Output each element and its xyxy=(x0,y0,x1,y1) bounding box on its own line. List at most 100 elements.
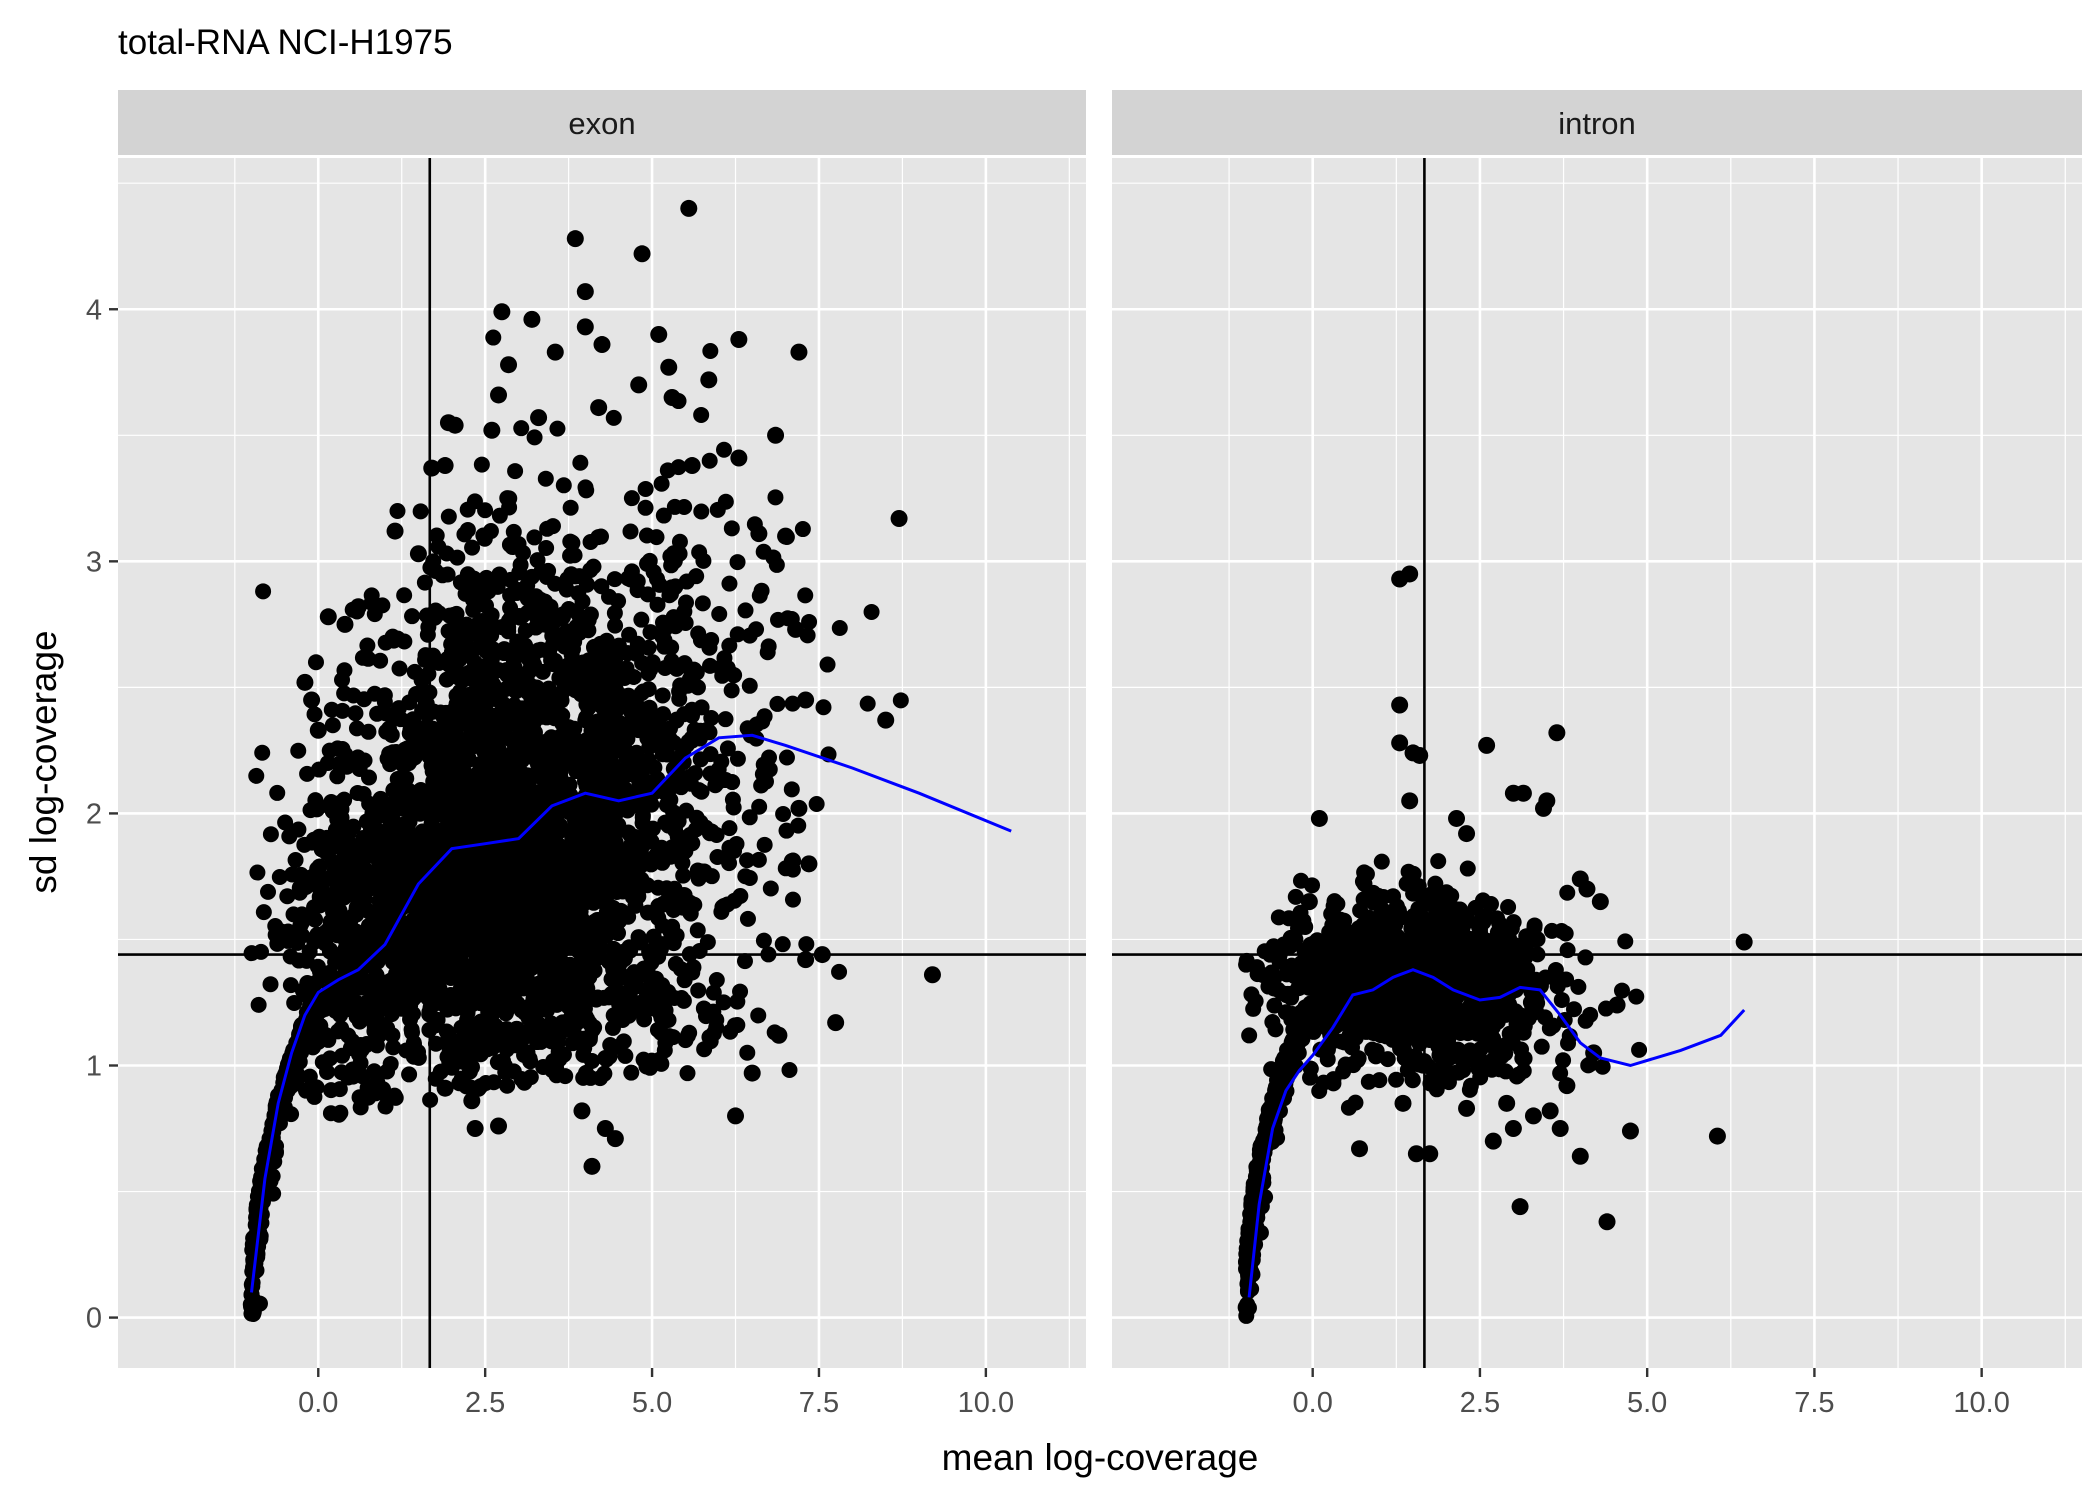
outlier-point xyxy=(633,245,651,263)
data-point xyxy=(420,666,437,683)
data-point xyxy=(412,805,429,822)
data-point xyxy=(654,853,671,870)
data-point xyxy=(634,807,651,824)
data-point xyxy=(324,993,341,1010)
data-point xyxy=(1295,912,1312,929)
data-point xyxy=(573,813,590,830)
data-point xyxy=(429,747,446,764)
data-point xyxy=(671,545,688,562)
data-point xyxy=(614,762,631,779)
data-point xyxy=(389,771,406,788)
data-point xyxy=(505,523,522,540)
data-point xyxy=(484,816,501,833)
data-point xyxy=(859,695,876,712)
data-point xyxy=(566,1016,583,1033)
data-point xyxy=(434,567,451,584)
data-point xyxy=(721,575,738,592)
data-point xyxy=(655,614,672,631)
data-point xyxy=(527,619,544,636)
data-point xyxy=(482,894,499,911)
data-point xyxy=(623,490,640,507)
data-point xyxy=(1410,878,1427,895)
data-point xyxy=(350,900,367,917)
data-point xyxy=(522,977,539,994)
data-point xyxy=(366,685,383,702)
data-point xyxy=(407,852,424,869)
data-point xyxy=(736,953,753,970)
data-point xyxy=(461,884,478,901)
data-point xyxy=(462,641,479,658)
data-point xyxy=(391,660,408,677)
data-point xyxy=(1282,929,1299,946)
data-point xyxy=(675,742,692,759)
data-point xyxy=(637,499,654,516)
data-point xyxy=(255,904,272,921)
data-point xyxy=(408,932,425,949)
data-point xyxy=(349,784,366,801)
data-point xyxy=(590,718,607,735)
data-point xyxy=(1337,1056,1354,1073)
data-point xyxy=(367,1085,384,1102)
data-point xyxy=(398,1042,415,1059)
outlier-point xyxy=(743,1064,761,1082)
data-point xyxy=(428,527,445,544)
data-point xyxy=(539,520,556,537)
data-point xyxy=(578,971,595,988)
data-point xyxy=(606,851,623,868)
data-point xyxy=(517,938,534,955)
data-point xyxy=(317,935,334,952)
data-point xyxy=(648,970,665,987)
data-point xyxy=(540,779,557,796)
data-point xyxy=(1373,942,1390,959)
data-point xyxy=(499,1077,516,1094)
data-point xyxy=(502,646,519,663)
data-point xyxy=(489,774,506,791)
data-point xyxy=(432,927,449,944)
data-point xyxy=(751,798,768,815)
data-point xyxy=(585,923,602,940)
data-point xyxy=(1407,942,1424,959)
data-point xyxy=(401,1066,418,1083)
outlier-point xyxy=(783,852,801,870)
data-point xyxy=(504,671,521,688)
data-point xyxy=(307,911,324,928)
data-point xyxy=(498,1003,515,1020)
data-point xyxy=(643,796,660,813)
data-point xyxy=(667,618,684,635)
data-point xyxy=(741,627,758,644)
data-point xyxy=(714,899,731,916)
data-point xyxy=(578,765,595,782)
data-point xyxy=(478,569,495,586)
data-point xyxy=(1577,949,1594,966)
data-point xyxy=(372,652,389,669)
data-point xyxy=(250,996,267,1013)
data-point xyxy=(447,1043,464,1060)
data-point xyxy=(504,808,521,825)
data-point xyxy=(815,699,832,716)
data-point xyxy=(640,752,657,769)
data-point xyxy=(778,749,795,766)
data-point xyxy=(322,831,339,848)
outlier-point xyxy=(463,1092,481,1110)
data-point xyxy=(529,552,546,569)
data-point xyxy=(769,695,786,712)
outlier-point xyxy=(583,1157,601,1175)
data-point xyxy=(673,898,690,915)
data-point xyxy=(831,963,848,980)
outlier-point xyxy=(800,855,818,873)
data-point xyxy=(349,871,366,888)
data-point xyxy=(629,582,646,599)
data-point xyxy=(451,791,468,808)
data-point xyxy=(451,651,468,668)
outlier-point xyxy=(573,1102,591,1120)
data-point xyxy=(537,903,554,920)
data-point xyxy=(502,821,519,838)
data-point xyxy=(366,606,383,623)
data-point xyxy=(382,1055,399,1072)
data-point xyxy=(1315,1074,1332,1091)
data-point xyxy=(474,689,491,706)
outlier-point xyxy=(730,331,748,348)
outlier-point xyxy=(730,449,748,467)
data-point xyxy=(269,784,286,801)
data-point xyxy=(775,805,792,822)
